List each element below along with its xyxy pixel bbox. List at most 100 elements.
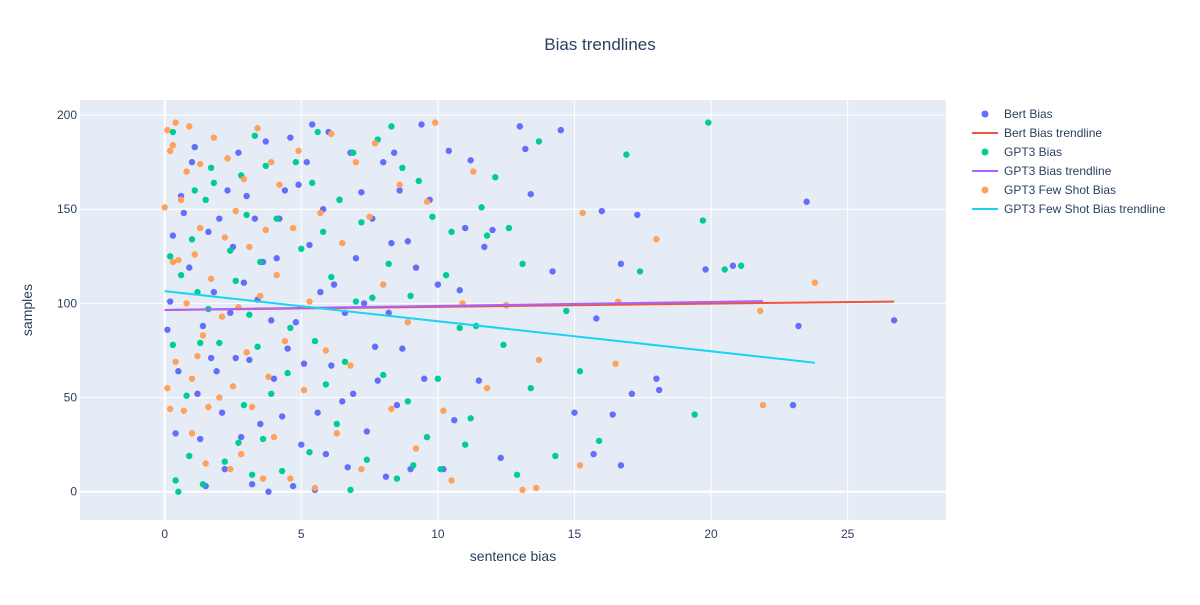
data-point	[295, 147, 302, 155]
data-point	[229, 383, 237, 390]
tick-labels: 0 5 10 15 20 25 0 50 100 150 200	[57, 108, 855, 541]
y-axis-title: samples	[19, 284, 35, 336]
data-point	[410, 462, 417, 469]
data-point	[442, 271, 450, 279]
data-point	[803, 198, 810, 205]
legend-item[interactable]: GPT3 Bias	[981, 145, 1063, 159]
data-point	[216, 339, 223, 347]
data-point	[358, 465, 365, 473]
legend-marker-swatch	[981, 186, 989, 194]
data-point	[388, 239, 395, 247]
data-point	[322, 347, 330, 354]
data-point	[183, 392, 190, 399]
data-point	[421, 375, 428, 382]
data-point	[451, 416, 458, 424]
x-tick-label: 20	[704, 527, 718, 541]
data-point	[202, 196, 209, 204]
data-point	[360, 300, 368, 307]
legend-item[interactable]: GPT3 Few Shot Bias	[981, 183, 1117, 197]
data-point	[593, 315, 600, 322]
data-point	[456, 287, 463, 294]
data-point	[399, 345, 406, 352]
data-point	[188, 158, 196, 166]
legend-item[interactable]: Bert Bias trendline	[972, 126, 1102, 140]
data-point	[166, 405, 174, 413]
data-point	[197, 435, 204, 443]
data-point	[448, 477, 455, 484]
data-point	[262, 138, 269, 145]
data-point	[407, 292, 414, 300]
data-point	[257, 258, 264, 266]
data-point	[169, 142, 177, 149]
data-point	[235, 439, 242, 446]
data-point	[390, 149, 398, 156]
data-point	[224, 187, 231, 194]
data-point	[347, 486, 354, 494]
legend[interactable]: Bert Bias Bert Bias trendline GPT3 Bias GPT…	[972, 107, 1166, 216]
data-point	[164, 126, 171, 134]
data-point	[175, 488, 182, 495]
data-point	[295, 181, 302, 188]
data-point	[194, 352, 201, 360]
data-point	[240, 279, 248, 286]
data-point	[576, 368, 584, 375]
y-tick-label: 0	[70, 485, 77, 499]
data-point	[273, 255, 280, 262]
data-point	[347, 362, 354, 369]
data-point	[385, 260, 392, 268]
data-point	[243, 192, 250, 200]
data-point	[393, 475, 401, 482]
data-point	[890, 317, 898, 324]
data-point	[268, 317, 275, 324]
data-point	[289, 224, 297, 232]
data-point	[298, 245, 305, 252]
data-point	[221, 465, 228, 473]
data-point	[221, 234, 228, 241]
y-tick-label: 100	[57, 296, 77, 310]
data-point	[207, 354, 215, 362]
data-point	[380, 371, 387, 379]
data-point	[396, 181, 403, 188]
data-point	[705, 119, 712, 126]
data-point	[246, 311, 253, 318]
x-tick-label: 15	[568, 527, 582, 541]
data-point	[617, 260, 625, 268]
data-point	[311, 337, 319, 345]
data-point	[382, 473, 390, 480]
data-point	[218, 313, 226, 320]
legend-label: GPT3 Bias	[1004, 145, 1062, 159]
data-point	[598, 207, 605, 215]
legend-item[interactable]: GPT3 Few Shot Bias trendline	[972, 202, 1166, 216]
data-point	[284, 345, 291, 352]
data-point	[470, 168, 477, 175]
data-point	[358, 219, 365, 226]
data-point	[404, 238, 412, 245]
data-point	[322, 450, 330, 458]
legend-item[interactable]: GPT3 Bias trendline	[972, 164, 1112, 178]
data-point	[237, 433, 245, 441]
data-point	[445, 147, 453, 155]
data-point	[339, 239, 346, 247]
data-point	[721, 266, 728, 273]
data-point	[759, 401, 767, 409]
legend-marker-swatch	[981, 110, 989, 118]
data-point	[306, 241, 313, 249]
data-point	[492, 174, 499, 181]
data-point	[434, 375, 442, 382]
data-point	[595, 437, 603, 445]
data-point	[164, 384, 171, 392]
data-point	[207, 164, 215, 172]
data-point	[248, 403, 256, 411]
data-point	[497, 454, 504, 462]
data-point	[270, 433, 278, 441]
data-point	[339, 398, 346, 405]
data-point	[205, 228, 212, 236]
data-point	[418, 121, 425, 128]
data-point	[795, 322, 802, 330]
data-point	[180, 209, 188, 217]
data-point	[519, 260, 526, 268]
data-point	[172, 119, 179, 126]
chart-title: Bias trendlines	[544, 35, 656, 54]
data-point	[527, 384, 534, 392]
legend-item[interactable]: Bert Bias	[981, 107, 1053, 121]
